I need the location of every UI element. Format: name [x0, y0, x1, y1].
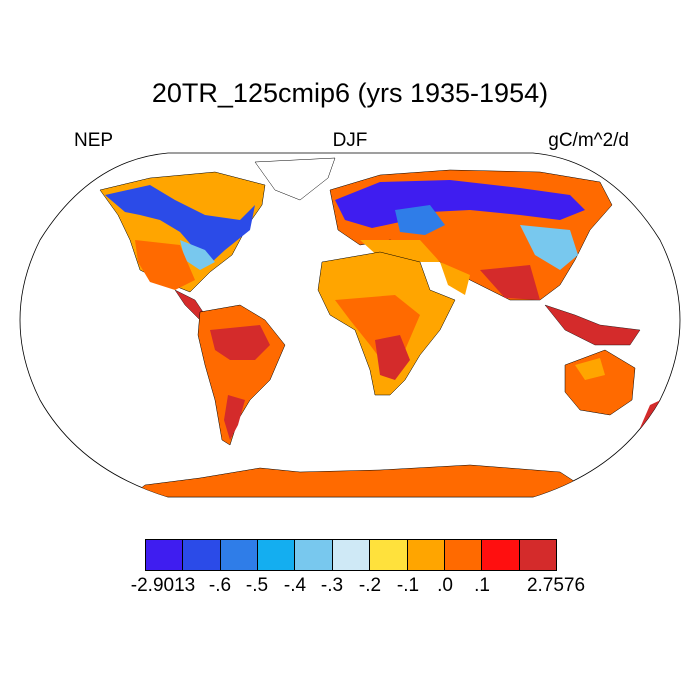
colorbar-tick-label: -.5	[245, 575, 269, 596]
colorbar-swatch	[183, 540, 221, 570]
colorbar-swatch	[146, 540, 184, 570]
colorbar-tick-label: .0	[437, 575, 453, 596]
colorbar-tick-label: -.3	[320, 575, 344, 596]
plot-title: 20TR_125cmip6 (yrs 1935-1954)	[151, 78, 549, 108]
season-label: DJF	[332, 130, 368, 151]
variable-label: NEP	[74, 130, 114, 151]
colorbar-tick-label: -.2	[358, 575, 382, 596]
maritime-continent	[544, 304, 641, 346]
colorbar-swatch	[444, 540, 483, 570]
colorbar-swatch	[295, 540, 333, 570]
colorbar-swatch	[482, 540, 520, 570]
north-america-negative	[105, 185, 255, 262]
colorbar-swatch	[220, 540, 259, 570]
colorbar-tick-label: -2.9013	[130, 575, 196, 596]
colorbar	[145, 539, 557, 571]
colorbar-swatch	[258, 540, 296, 570]
colorbar-ticks: -2.9013 -.6 -.5 -.4 -.3 -.2 -.1 .0 .1 2.…	[0, 575, 700, 601]
colorbar-tick-label: -.1	[396, 575, 420, 596]
colorbar-swatch	[519, 540, 556, 570]
units-label: gC/m^2/d	[548, 130, 629, 151]
colorbar-tick-label: 2.7576	[526, 575, 586, 596]
colorbar-tick-label: -.6	[208, 575, 232, 596]
colorbar-swatch	[407, 540, 445, 570]
colorbar-tick-label: -.4	[283, 575, 307, 596]
colorbar-tick-label: .1	[474, 575, 490, 596]
colorbar-swatch	[332, 540, 371, 570]
greenland	[254, 157, 336, 201]
colorbar-swatch	[370, 540, 408, 570]
